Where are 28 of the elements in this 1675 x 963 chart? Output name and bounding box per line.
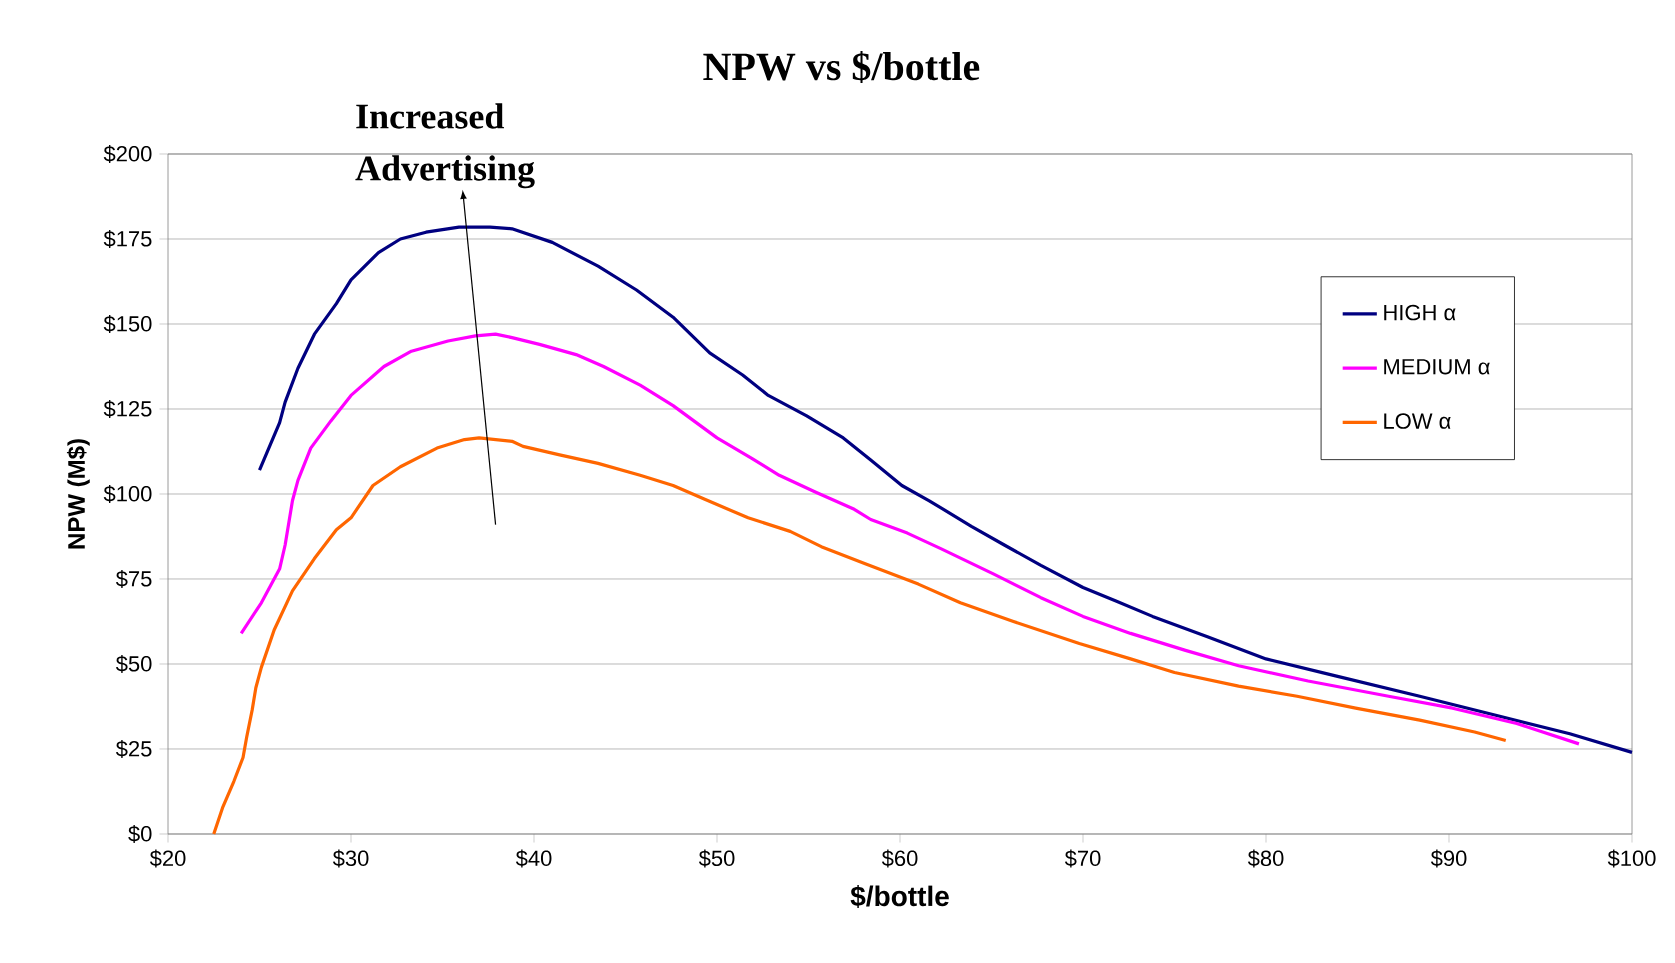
y-tick-label: $200 — [103, 145, 152, 163]
x-tick-label: $100 — [1607, 849, 1656, 868]
x-tick-label: $50 — [698, 849, 735, 868]
y-axis-title: NPW (M$) — [66, 439, 90, 549]
y-tick-label: $25 — [115, 740, 152, 758]
x-tick-label: $40 — [515, 849, 552, 868]
x-axis-title: $/bottle — [850, 885, 949, 908]
y-tick-label: $50 — [115, 655, 152, 673]
x-tick-label: $80 — [1247, 849, 1284, 868]
x-tick-label: $70 — [1064, 849, 1101, 868]
legend-label: HIGH α — [1384, 304, 1456, 321]
y-tick-label: $125 — [103, 400, 152, 418]
y-tick-label: $100 — [103, 485, 152, 503]
y-tick-label: $150 — [103, 315, 152, 333]
annotation: Increased Advertising — [355, 103, 535, 189]
line-series — [212, 436, 1508, 836]
x-tick-label: $90 — [1430, 849, 1467, 868]
legend-label: MEDIUM α — [1384, 359, 1490, 375]
x-tick-label: $30 — [332, 849, 369, 868]
x-tick-label: $60 — [881, 849, 918, 868]
y-tick-label: $0 — [128, 825, 152, 843]
line-series — [239, 332, 1581, 746]
y-tick-label: $75 — [115, 570, 152, 588]
chart-title: NPW vs $/bottle — [703, 50, 980, 83]
y-tick-label: $175 — [103, 230, 152, 248]
line-series — [257, 225, 1634, 754]
legend-label: LOW α — [1384, 413, 1451, 429]
x-tick-label: $20 — [149, 849, 186, 868]
